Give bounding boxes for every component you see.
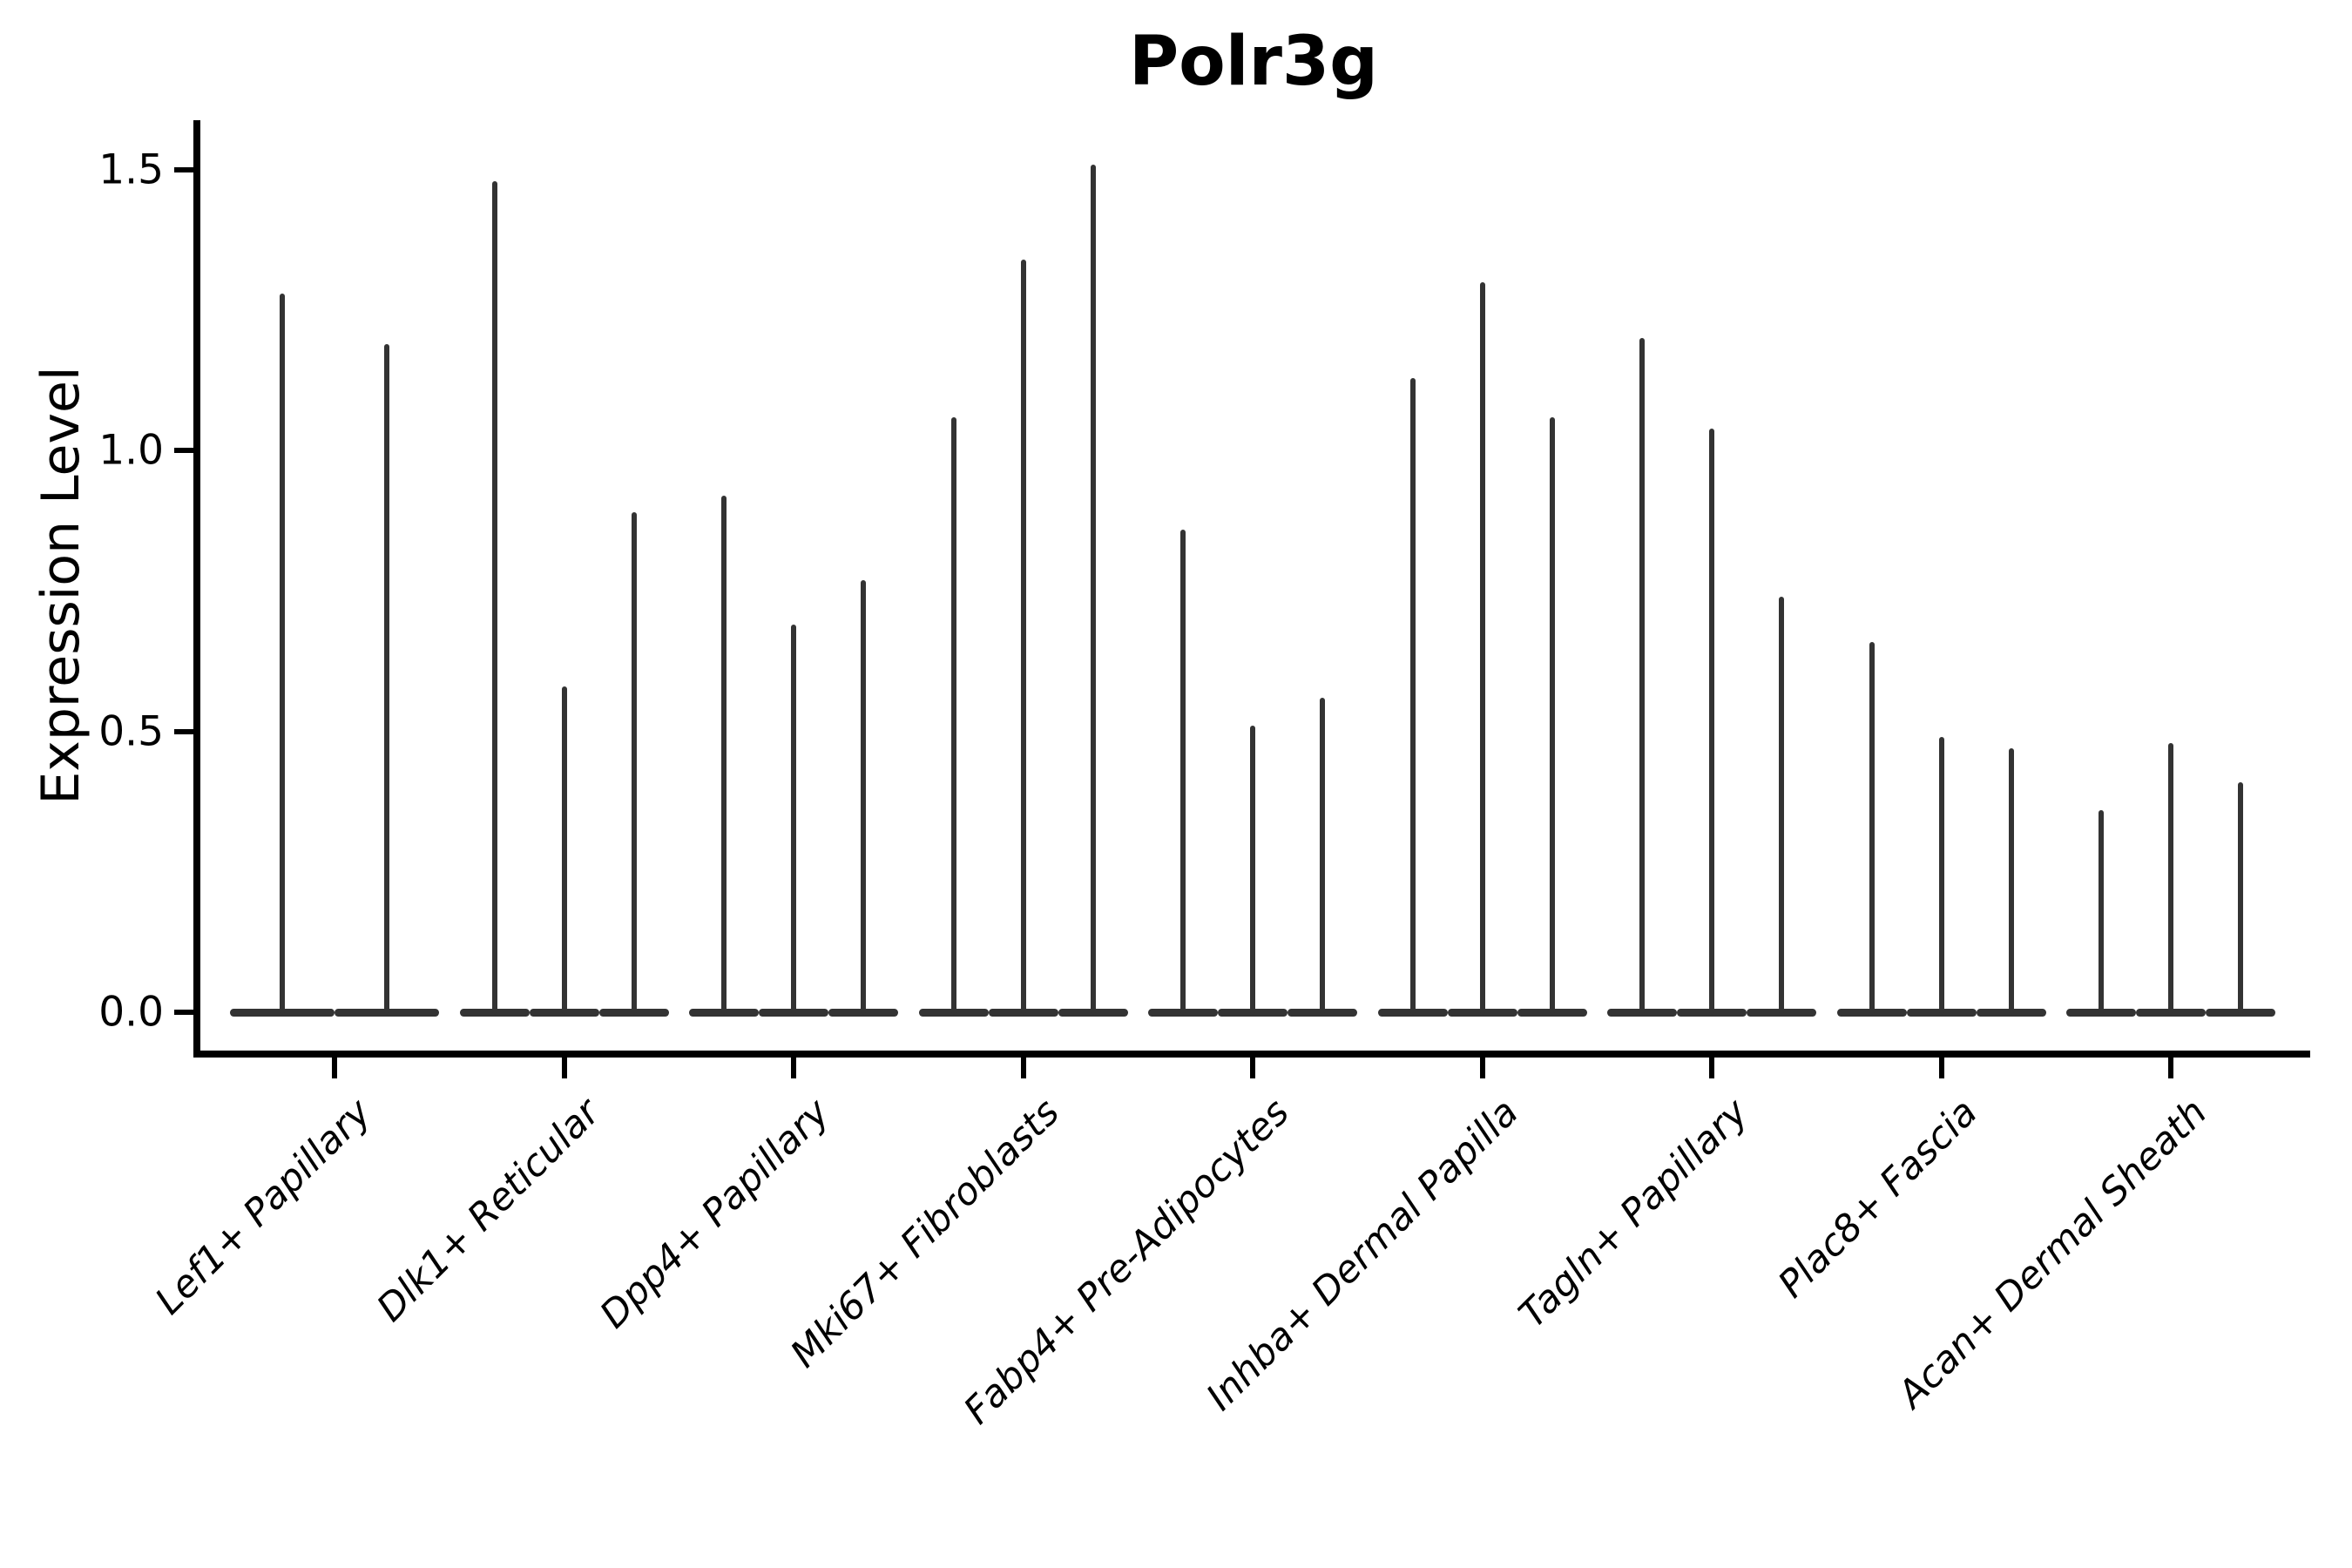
violin-spike (791, 625, 796, 1015)
y-tick-label: 1.5 (98, 145, 164, 194)
violin-spike (1709, 428, 1714, 1015)
violin-spike (1180, 529, 1186, 1015)
y-tick (174, 448, 193, 454)
x-tick (1250, 1058, 1255, 1078)
x-tick (561, 1058, 567, 1078)
x-tick (1709, 1058, 1714, 1078)
violin-spike (1409, 377, 1416, 1015)
violin-spike (491, 180, 497, 1015)
violin-spike (1938, 737, 1944, 1015)
violin-spike (950, 416, 956, 1015)
x-tick-label: Tagln+ Papillary (1511, 1091, 1757, 1337)
y-tick (174, 728, 193, 734)
x-tick-label: Plac8+ Fascia (1770, 1091, 1986, 1307)
violin-spike (1549, 416, 1555, 1015)
violin-spike (631, 512, 637, 1015)
y-tick (174, 166, 193, 172)
y-tick-label: 0.0 (98, 988, 164, 1037)
violin-spike (1090, 164, 1096, 1015)
x-tick-label: Dpp4+ Papillary (591, 1091, 839, 1337)
x-tick (1938, 1058, 1944, 1078)
violin-spike (1779, 596, 1784, 1015)
violin-spike (861, 579, 866, 1015)
violin-spike (1320, 697, 1325, 1015)
violin-spike (2099, 809, 2104, 1015)
violin-spike (1020, 260, 1026, 1015)
y-tick (174, 1010, 193, 1015)
violin-spike (721, 495, 727, 1015)
x-tick-label: Lef1+ Papillary (146, 1091, 380, 1323)
violin-spike (384, 343, 389, 1015)
x-tick-label: Dlk1+ Reticular (368, 1091, 609, 1331)
x-tick (1479, 1058, 1485, 1078)
violin-spike (1639, 338, 1645, 1015)
violin-spike (561, 686, 567, 1015)
violin-spike (1869, 641, 1875, 1015)
violin-spike (2008, 748, 2014, 1015)
y-axis-spine (193, 120, 200, 1058)
violin-spike (1479, 281, 1485, 1015)
x-tick (791, 1058, 796, 1078)
x-tick (332, 1058, 337, 1078)
violin-spike (1250, 726, 1255, 1015)
y-axis-label: Expression Level (30, 366, 91, 805)
y-tick-label: 1.0 (98, 426, 164, 475)
x-tick (2168, 1058, 2173, 1078)
violin-spike (280, 293, 285, 1015)
y-tick-label: 0.5 (98, 707, 164, 756)
chart-title: Polr3g (1128, 23, 1379, 101)
x-axis-spine (193, 1051, 2310, 1058)
x-tick (1020, 1058, 1026, 1078)
violin-spike (2238, 781, 2243, 1015)
violin-spike (2168, 742, 2173, 1015)
